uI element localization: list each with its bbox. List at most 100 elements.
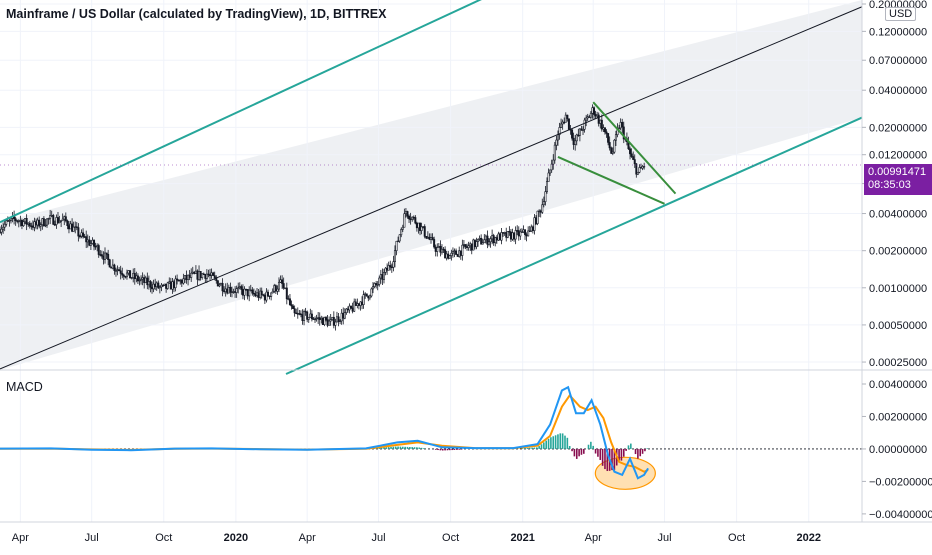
candle-body xyxy=(321,318,324,325)
candle-body xyxy=(318,317,321,320)
candle-body xyxy=(417,222,420,229)
currency-button[interactable]: USD xyxy=(885,7,917,21)
candle-body xyxy=(547,172,550,182)
candle-body xyxy=(583,119,586,130)
macd-histogram-bar xyxy=(545,440,547,449)
candle-body xyxy=(332,317,335,326)
price-axis-label: 0.00050000 xyxy=(869,320,927,332)
macd-axis-label: 0.00200000 xyxy=(869,411,927,423)
price-axis-label: 0.04000000 xyxy=(869,85,927,97)
price-axis-label: 0.01200000 xyxy=(869,150,927,162)
macd-histogram-bar xyxy=(604,448,606,470)
candle-body xyxy=(411,216,414,220)
candle-body xyxy=(412,216,415,219)
candle-body xyxy=(176,278,179,281)
candle-body xyxy=(422,226,425,228)
candle-body xyxy=(99,254,102,256)
candle-body xyxy=(346,308,349,311)
candle-body xyxy=(575,134,578,142)
candle-body xyxy=(640,167,643,169)
candle-body xyxy=(102,255,105,260)
candle-body xyxy=(171,281,174,290)
macd-histogram-bar xyxy=(606,448,609,472)
candle-body xyxy=(240,286,243,290)
candle-body xyxy=(459,250,462,256)
candle-body xyxy=(136,275,139,282)
candle-body xyxy=(483,239,486,244)
macd-histogram-bar xyxy=(401,446,404,449)
candle-body xyxy=(522,229,525,233)
macd-histogram-bar xyxy=(416,447,418,449)
macd-histogram-bar xyxy=(566,437,569,449)
candle-body xyxy=(386,267,389,271)
wedge-upper-line[interactable] xyxy=(592,101,677,195)
candle-body xyxy=(263,295,266,301)
candle-body xyxy=(445,253,448,259)
candle-body xyxy=(375,283,378,286)
candle-body xyxy=(25,218,28,225)
candle-body xyxy=(46,218,49,226)
candle-body xyxy=(525,234,528,237)
candle-body xyxy=(439,246,442,253)
price-axis-label: 0.00400000 xyxy=(869,209,927,221)
time-axis-label: Jul xyxy=(85,532,99,544)
macd-histogram-bar xyxy=(456,448,458,450)
candle-body xyxy=(552,159,555,165)
candle-body xyxy=(359,301,362,306)
candle-body xyxy=(614,134,617,141)
macd-histogram-bar xyxy=(439,448,442,451)
candle-body xyxy=(224,288,227,292)
candle-body xyxy=(585,117,588,121)
candle-body xyxy=(201,273,204,279)
candle-body xyxy=(100,254,103,257)
candle-body xyxy=(77,227,80,237)
candle-body xyxy=(180,279,183,284)
macd-histogram-bar xyxy=(568,446,571,449)
macd-histogram-bar xyxy=(578,448,580,457)
candle-body xyxy=(539,210,542,213)
wedge-lower-line[interactable] xyxy=(557,156,665,205)
macd-histogram-bar xyxy=(526,447,529,449)
candle-body xyxy=(301,314,304,321)
macd-histogram-bar xyxy=(531,447,533,449)
macd-histogram-bar xyxy=(613,448,616,471)
macd-histogram-bar xyxy=(458,448,461,450)
candle-body xyxy=(161,284,164,287)
candle-body xyxy=(219,283,222,286)
candle-body xyxy=(277,281,280,290)
candle-body xyxy=(265,291,268,301)
candle-body xyxy=(622,126,625,140)
candle-body xyxy=(271,290,274,294)
candle-body xyxy=(342,312,345,319)
candle-body xyxy=(414,217,417,224)
candle-body xyxy=(273,285,276,292)
upper-channel-line[interactable] xyxy=(0,0,482,224)
price-axis-label: 0.00100000 xyxy=(869,283,927,295)
candle-body xyxy=(72,226,75,232)
candle-body xyxy=(329,319,332,322)
channel-midline[interactable] xyxy=(0,6,863,370)
candle-body xyxy=(444,249,447,259)
candle-body xyxy=(309,313,312,318)
candle-body xyxy=(89,243,92,246)
candle-body xyxy=(281,279,284,284)
candle-body xyxy=(596,114,599,117)
lower-channel-line[interactable] xyxy=(285,116,863,375)
candle-body xyxy=(632,156,635,160)
macd-histogram-bar xyxy=(394,446,397,449)
macd-indicator-label[interactable]: MACD xyxy=(6,380,43,394)
candle-body xyxy=(384,267,387,273)
candle-body xyxy=(241,289,244,296)
macd-histogram-bar xyxy=(413,447,416,449)
candle-body xyxy=(2,226,5,230)
macd-histogram-bar xyxy=(420,447,423,449)
candle-body xyxy=(187,274,190,280)
price-axis-label: 0.20000000 xyxy=(869,0,927,11)
candle-body xyxy=(530,226,533,232)
candle-body xyxy=(58,221,61,223)
candle-body xyxy=(246,289,249,297)
candle-body xyxy=(611,151,614,154)
candle-body xyxy=(466,246,469,248)
